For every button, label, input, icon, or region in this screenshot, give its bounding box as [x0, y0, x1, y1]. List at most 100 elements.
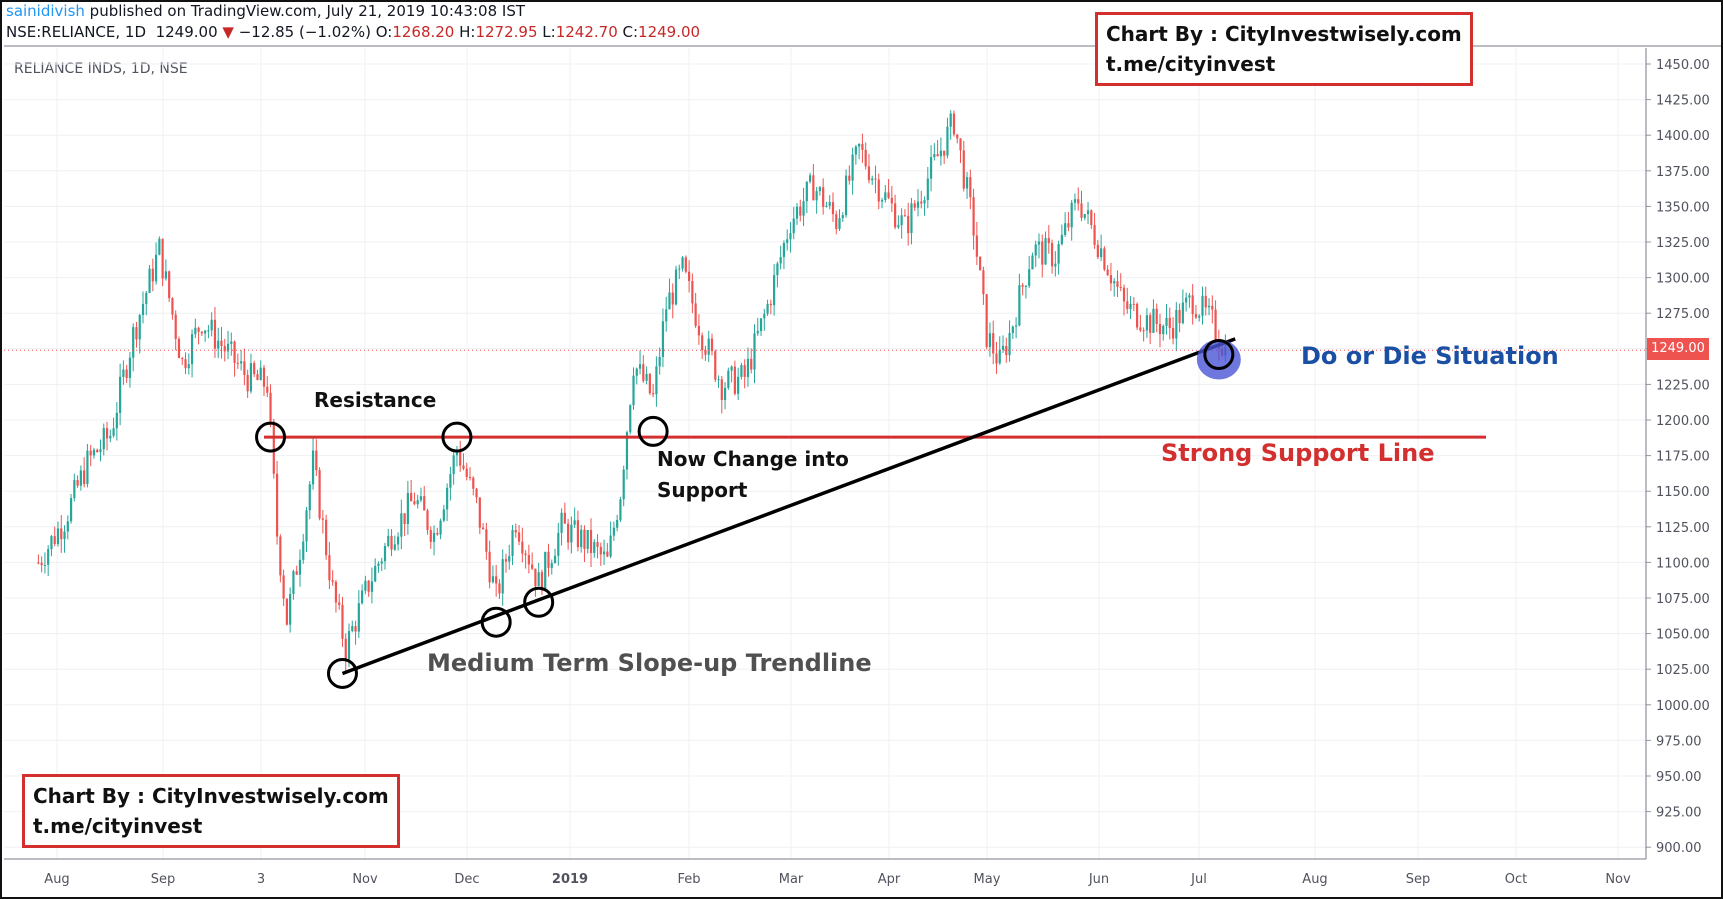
candle-body	[1021, 285, 1024, 287]
candle-body	[531, 564, 534, 569]
candle-body	[589, 529, 593, 553]
candle-body	[109, 435, 112, 439]
published-text: published on TradingView.com, July 21, 2…	[84, 2, 525, 20]
candle-body	[181, 358, 184, 360]
candle-body	[1126, 301, 1129, 310]
candle-body	[939, 150, 942, 157]
x-tick-label: Mar	[779, 872, 804, 887]
candle-body	[354, 626, 357, 632]
candle-body	[83, 470, 86, 485]
candle-body	[76, 480, 79, 486]
candle-body	[449, 474, 452, 488]
candle-body	[720, 379, 723, 400]
trendline-label: Medium Term Slope-up Trendline	[427, 649, 872, 677]
candle-body	[959, 138, 962, 151]
candle-body	[625, 432, 629, 470]
candle-body	[1178, 309, 1181, 324]
candle-body	[122, 369, 125, 377]
candle-body	[60, 528, 63, 540]
candle-body	[148, 268, 151, 293]
candle-body	[586, 529, 589, 549]
candle-body	[982, 270, 985, 295]
candle-body	[1024, 285, 1028, 287]
marker-circle	[637, 415, 669, 447]
x-tick-label: Jun	[1088, 872, 1109, 887]
now-change-label-2: Support	[657, 478, 748, 502]
candle-body	[377, 563, 380, 566]
candle-body	[894, 203, 897, 228]
x-tick-label: May	[974, 872, 1001, 887]
y-tick-label: 1075.00	[1656, 592, 1710, 607]
candle-body	[854, 146, 857, 155]
candle-body	[1171, 328, 1175, 339]
candle-body	[1070, 202, 1073, 228]
candle-body	[910, 203, 913, 234]
candle-body	[537, 572, 540, 587]
candle-body	[1031, 255, 1034, 270]
author-link[interactable]: sainidivish	[6, 2, 85, 20]
candle-body	[262, 367, 266, 387]
candle-body	[1119, 286, 1122, 288]
candle-body	[138, 315, 141, 340]
candle-body	[717, 379, 720, 381]
down-arrow-icon: ▼	[222, 23, 234, 41]
candle-body	[1158, 324, 1162, 335]
candle-body	[704, 350, 707, 355]
y-tick-label: 1300.00	[1656, 272, 1710, 287]
candle-body	[1116, 281, 1119, 287]
candle-body	[1168, 317, 1171, 329]
resistance-label: Resistance	[314, 388, 437, 412]
candle-body	[684, 257, 687, 272]
candle-body	[426, 510, 429, 531]
y-tick-label: 1425.00	[1656, 94, 1710, 109]
candle-body	[1201, 295, 1204, 316]
open-label: O:	[375, 23, 393, 41]
candle-body	[331, 580, 334, 582]
y-tick-label: 1325.00	[1656, 236, 1710, 251]
strong-support-label: Strong Support Line	[1161, 439, 1435, 467]
candle-body	[514, 529, 517, 533]
candle-body	[233, 341, 236, 363]
candle-body	[298, 559, 302, 575]
candle-body	[1041, 241, 1044, 265]
candle-body	[815, 191, 818, 201]
highlight-circle	[1196, 339, 1241, 380]
candle-body	[952, 113, 956, 135]
change-text: −12.85 (−1.02%)	[238, 23, 371, 41]
candle-body	[217, 340, 220, 349]
candle-body	[985, 294, 988, 347]
candle-body	[972, 197, 975, 236]
y-tick-label: 1400.00	[1656, 129, 1710, 144]
candle-body	[645, 373, 648, 381]
candle-body	[190, 334, 194, 365]
candle-body	[593, 542, 596, 553]
candle-body	[132, 327, 135, 358]
candle-body	[517, 532, 521, 542]
candle-body	[318, 470, 321, 519]
candle-body	[792, 218, 795, 234]
marker-circle	[480, 606, 512, 638]
candle-body	[315, 450, 318, 471]
candle-body	[37, 562, 40, 564]
candle-body	[364, 580, 367, 591]
candle-body	[1142, 330, 1145, 332]
candle-body	[936, 154, 939, 157]
watermark-bottom-line2: t.me/cityinvest	[33, 814, 203, 838]
candle-body	[557, 532, 560, 556]
candle-body	[769, 303, 772, 306]
candle-body	[1067, 223, 1070, 228]
candle-body	[661, 321, 665, 357]
candle-body	[246, 374, 249, 392]
candle-body	[1165, 317, 1168, 326]
candle-body	[1135, 303, 1139, 328]
candle-body	[86, 450, 89, 485]
candle-body	[177, 338, 181, 359]
candle-body	[240, 361, 243, 364]
candle-body	[1060, 234, 1063, 245]
low-value: 1242.70	[555, 23, 618, 41]
y-tick-label: 1025.00	[1656, 663, 1710, 678]
candle-body	[710, 338, 714, 352]
candle-body	[697, 325, 701, 336]
candle-body	[1139, 327, 1142, 331]
